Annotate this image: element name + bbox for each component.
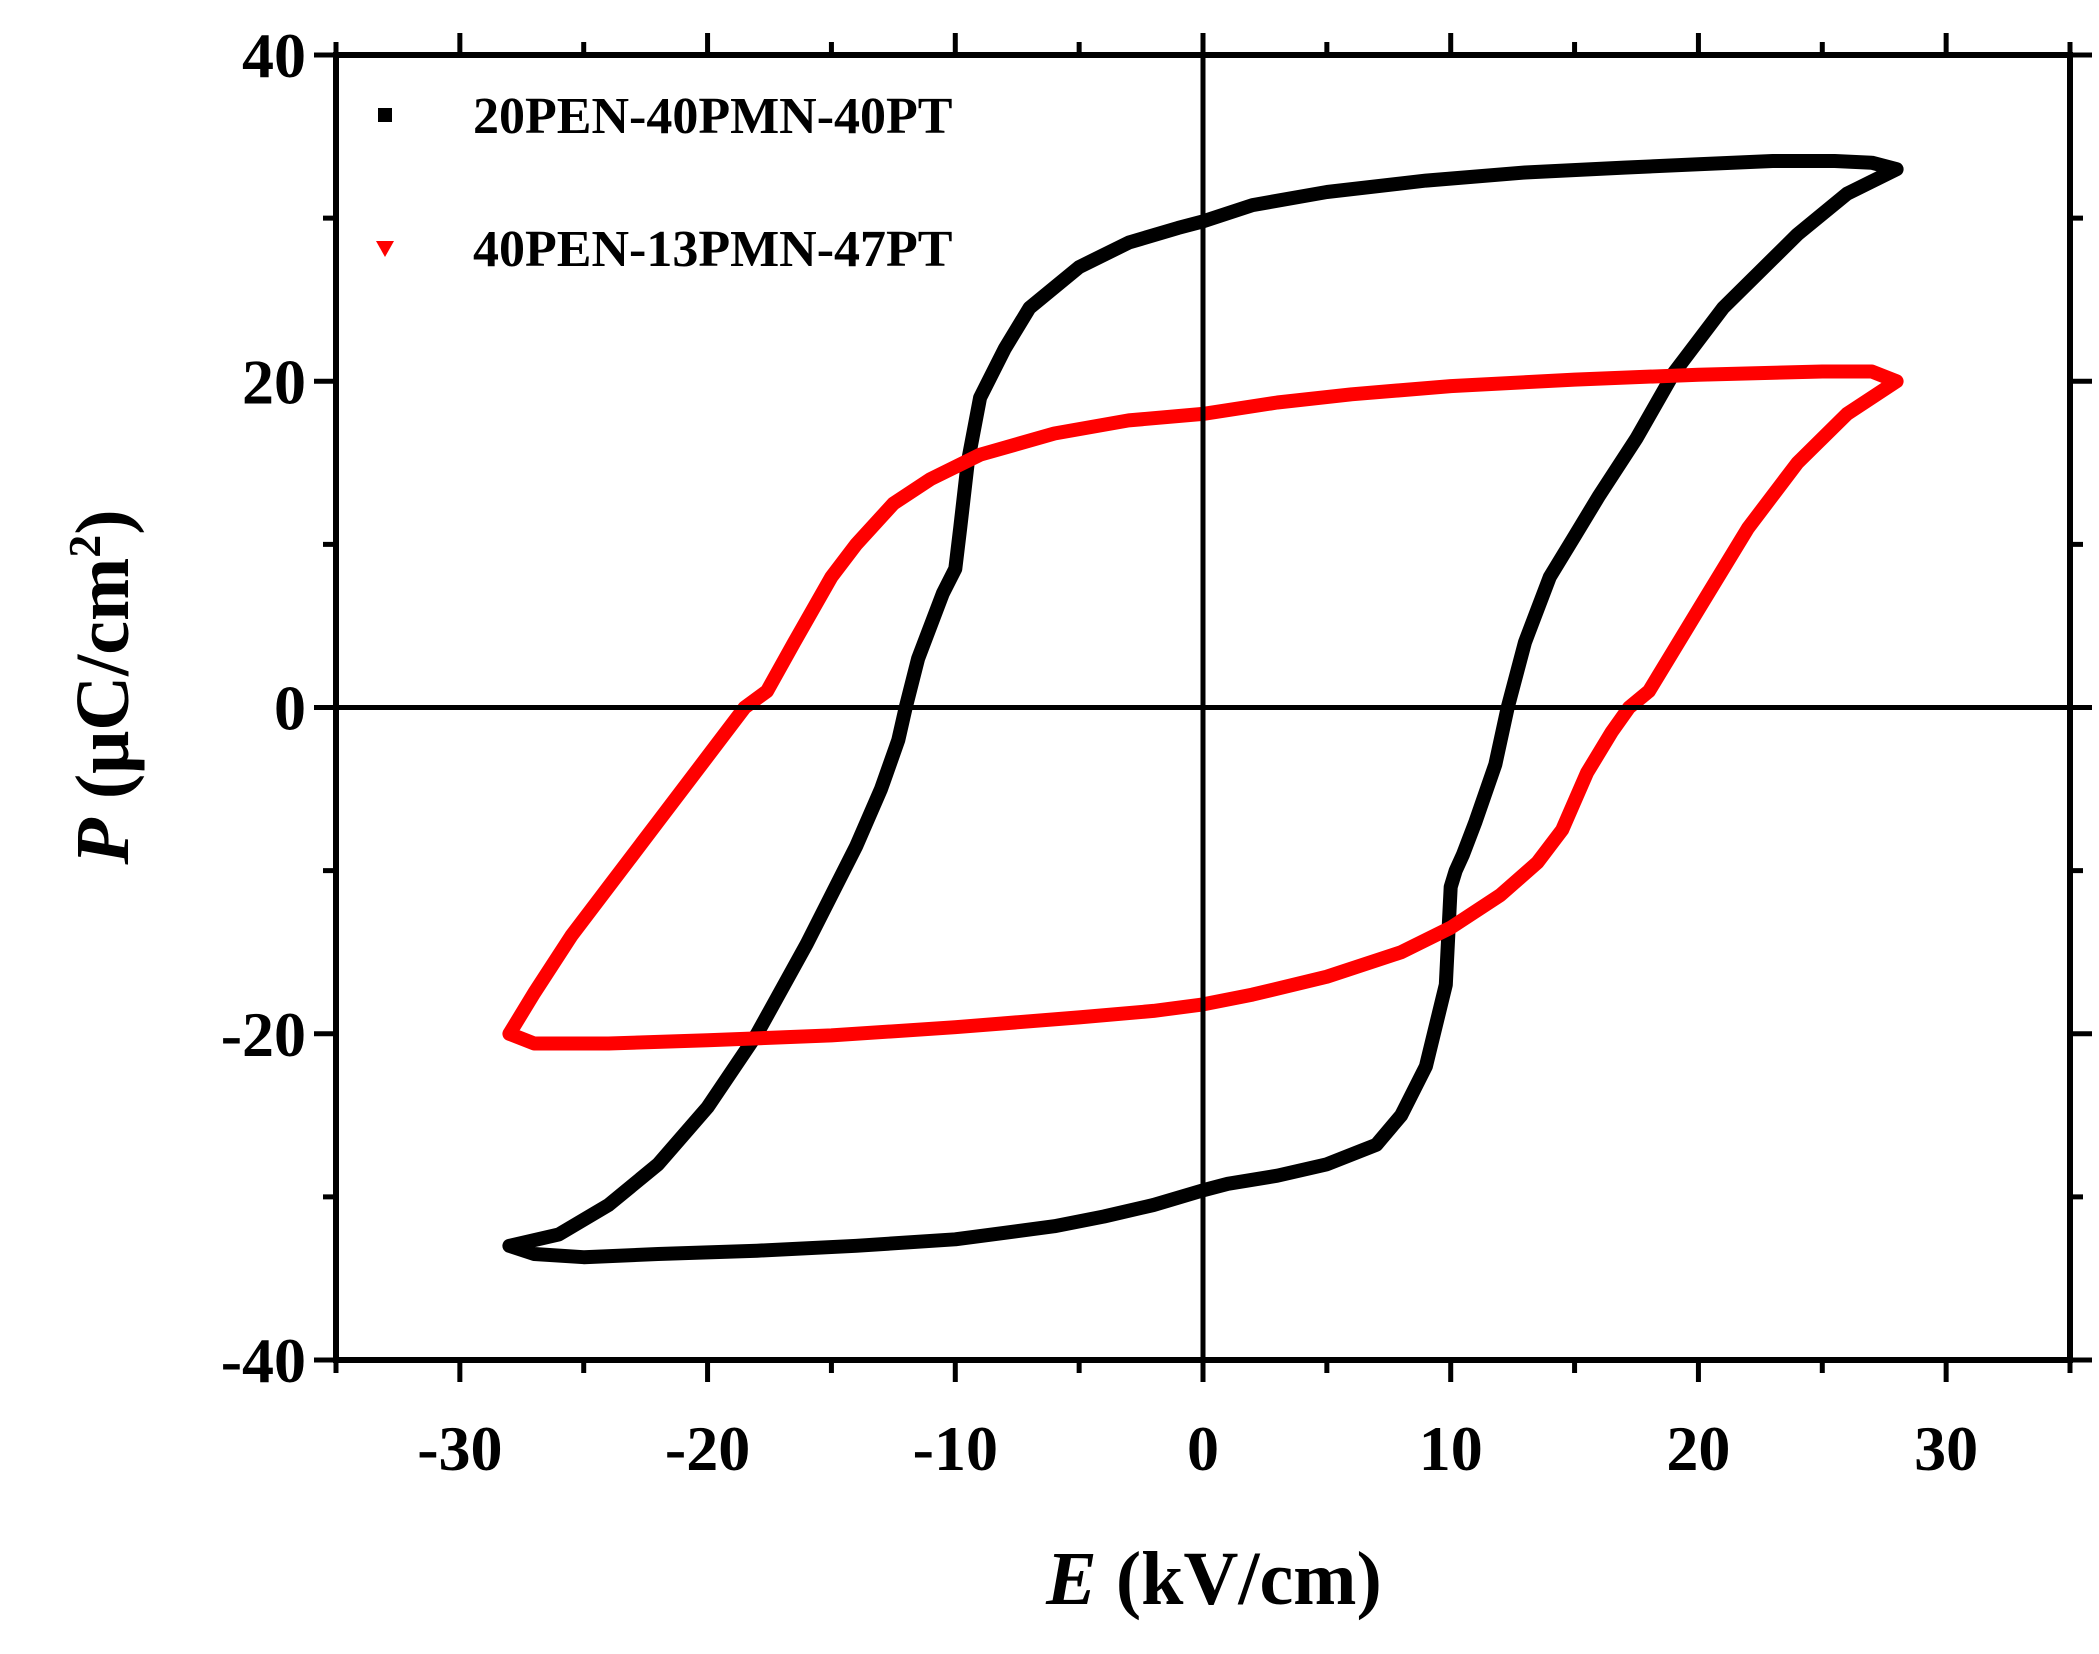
axes-layer: -30 -20 -10 0 10 20 30 -40 -20 0 20 40 [221,20,2092,1484]
x-tick-label: -20 [665,1413,750,1484]
series-line-2 [502,364,1904,1051]
y-axis-symbol: P [61,818,145,866]
x-axis-unit: (kV/cm) [1097,1537,1382,1621]
y-tick-label: -20 [221,999,306,1070]
y-tick-label: 0 [274,673,306,744]
x-tick-label: 0 [1187,1413,1219,1484]
y-axis-unit-superscript: 2 [59,535,110,558]
legend-label: 40PEN-13PMN-47PT [473,221,952,278]
legend: 20PEN-40PMN-40PT 40PEN-13PMN-47PT [376,88,952,278]
x-axis-symbol: E [1045,1537,1097,1621]
y-tick-label: 40 [242,20,306,91]
legend-marker-triangle [376,241,394,257]
x-axis-title: E (kV/cm) [1045,1537,1382,1621]
x-tick-label: 10 [1419,1413,1483,1484]
series-line-1 [502,154,1904,1265]
y-axis-title: P (μC/cm2) [59,509,145,865]
labels-layer: E (kV/cm) P (μC/cm2) [59,509,1382,1621]
x-tick-label: -30 [417,1413,502,1484]
y-tick-label: 20 [242,346,306,417]
plot-layer [502,154,1904,1265]
x-tick-label: 30 [1914,1413,1978,1484]
y-tick-label: -40 [221,1325,306,1396]
y-axis-unit-close: ) [61,509,145,534]
legend-label: 20PEN-40PMN-40PT [473,88,952,145]
legend-marker-square [378,108,392,122]
x-tick-label: -10 [913,1413,998,1484]
x-tick-label: 20 [1666,1413,1730,1484]
y-axis-unit: (μC/cm [61,558,145,818]
